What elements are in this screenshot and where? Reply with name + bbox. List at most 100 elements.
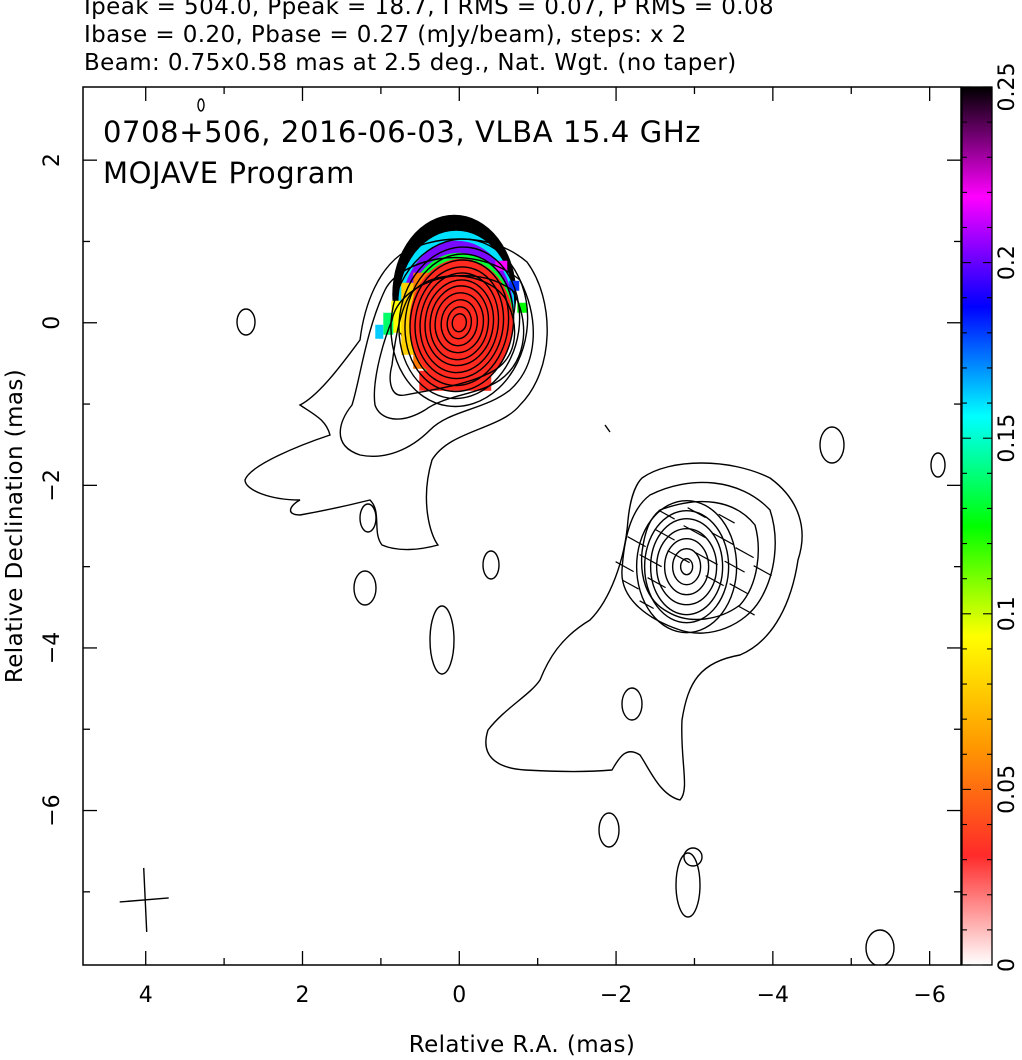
noise-contour-blob-9 [675, 852, 701, 918]
plot-title: 0708+506, 2016-06-03, VLBA 15.4 GHz [103, 115, 701, 149]
beam-minor-axis [119, 897, 169, 903]
evpa-vector [687, 507, 706, 519]
noise-contour-blob-13 [197, 98, 205, 112]
y-tick-labels: 2 0 −2 −4 −6 [40, 153, 65, 827]
knot-contour [663, 537, 710, 596]
evpa-vector [654, 528, 675, 541]
knot-contour-3 [640, 500, 759, 621]
knot-contour [679, 557, 694, 576]
noise-contour-blob-7 [598, 812, 620, 848]
evpa-vector [647, 577, 666, 589]
knot-contour [643, 509, 730, 624]
x-tick-label: 0 [452, 983, 466, 1008]
jet-contour-3 [373, 274, 525, 420]
polarization-vectors [615, 507, 772, 616]
core-contour [414, 266, 505, 380]
knot-outer-contour [485, 462, 803, 801]
core-contour [409, 259, 510, 387]
header-line-3: Beam: 0.75x0.58 mas at 2.5 deg., Nat. Wg… [84, 50, 737, 76]
evpa-vector [658, 509, 675, 520]
evpa-vector [753, 565, 772, 577]
colorbar-tick-label: 0.2 [995, 245, 1020, 280]
colorbar [961, 86, 993, 966]
y-tick-label: −2 [40, 469, 65, 501]
jet-contour-2 [339, 256, 534, 457]
intensity-contours [197, 98, 946, 965]
colorbar-ticks [962, 86, 992, 966]
noise-contour-blob-12 [930, 452, 946, 478]
beam-marker [119, 867, 169, 932]
noise-contour-blob-1 [236, 308, 256, 336]
core-contour [424, 279, 495, 367]
evpa-vector [615, 561, 634, 573]
beam-major-axis [143, 867, 148, 932]
noise-contour-blob-10 [865, 929, 895, 965]
knot-contour [655, 527, 718, 606]
x-axis-title: Relative R.A. (mas) [409, 1032, 636, 1058]
header-line-2: Ibase = 0.20, Pbase = 0.27 (mJy/beam), s… [84, 22, 687, 48]
jet-contour-4 [389, 275, 516, 396]
plot-subtitle: MOJAVE Program [103, 156, 355, 190]
noise-contour-blob-8 [683, 847, 703, 867]
core-contour [419, 272, 500, 374]
knot-contour [635, 499, 738, 634]
colorbar-tick-label: 0.1 [995, 596, 1020, 631]
knot-contour [649, 517, 724, 616]
pol-block-green [383, 312, 394, 335]
core-contour [440, 299, 479, 347]
knot-contour [671, 547, 702, 586]
jet-outer-contour [244, 238, 548, 551]
noise-contour-blob-5 [359, 503, 377, 533]
evpa-vector [738, 605, 755, 616]
noise-contour-blob-3 [482, 550, 500, 580]
evpa-vector [711, 532, 734, 546]
evpa-vector [695, 552, 718, 566]
core-contour [398, 246, 521, 400]
x-tick-label: 2 [296, 983, 310, 1008]
evpa-vector [627, 536, 646, 548]
colorbar-tick-label: 0.25 [995, 63, 1020, 112]
evpa-vector [718, 513, 735, 524]
colorbar-tick-label: 0.05 [995, 765, 1020, 814]
evpa-vector [683, 525, 706, 539]
evpa-vector [705, 575, 724, 587]
noise-contour-blob-6 [621, 687, 643, 721]
colorbar-tick-labels: 0 0.05 0.1 0.15 0.2 0.25 [995, 63, 1020, 972]
x-tick-label: −6 [913, 983, 945, 1008]
core-contour [451, 313, 468, 333]
core-contour [446, 306, 473, 340]
pol-block-lime [517, 302, 528, 313]
evpa-vector [667, 550, 690, 564]
noise-tick [604, 424, 611, 433]
core-contour [434, 292, 485, 354]
x-tick-label: 4 [139, 983, 153, 1008]
evpa-vector [729, 583, 748, 595]
knot-contour-2 [621, 481, 776, 634]
header-line-1: Ipeak = 504.0, Ppeak = 18.7, I RMS = 0.0… [84, 0, 775, 20]
y-tick-label: −6 [40, 794, 65, 826]
noise-contour-blob-4 [429, 605, 455, 675]
evpa-vector [724, 560, 745, 573]
y-tick-label: −4 [40, 632, 65, 664]
axis-ticks [83, 87, 961, 965]
evpa-vector [639, 554, 662, 568]
x-tick-label: −2 [600, 983, 632, 1008]
pol-block-cyan [375, 324, 384, 339]
evpa-vector [622, 579, 639, 590]
noise-contour-blob-11 [819, 426, 845, 464]
y-tick-label: 2 [40, 153, 65, 167]
evpa-vector [639, 600, 654, 610]
plot-frame [82, 86, 962, 966]
core-contour [429, 285, 490, 361]
x-tick-label: −4 [757, 983, 789, 1008]
x-tick-labels: 4 2 0 −2 −4 −6 [139, 983, 946, 1008]
colorbar-tick-label: 0 [995, 958, 1020, 972]
colorbar-tick-label: 0.15 [995, 414, 1020, 463]
pol-core-red-tail [419, 370, 492, 391]
y-axis-title: Relative Declination (mas) [2, 369, 28, 683]
noise-contour-blob-2 [353, 570, 377, 606]
y-tick-label: 0 [40, 316, 65, 330]
evpa-vector [735, 547, 754, 559]
core-contour [404, 253, 515, 393]
